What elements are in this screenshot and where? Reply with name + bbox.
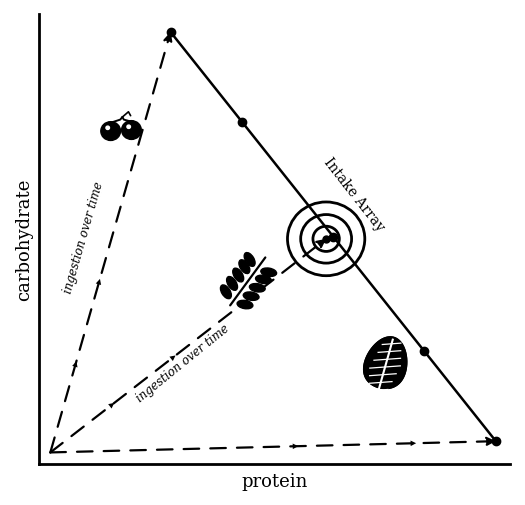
Ellipse shape [256,276,271,284]
Circle shape [106,127,110,130]
Circle shape [127,126,131,129]
Text: Intake Array: Intake Array [321,155,387,234]
Text: ingestion over time: ingestion over time [61,180,106,294]
Ellipse shape [243,292,259,301]
Ellipse shape [244,253,255,267]
Ellipse shape [239,260,250,274]
Ellipse shape [261,269,277,277]
Polygon shape [364,337,407,389]
Circle shape [122,121,141,140]
Circle shape [101,122,121,141]
Ellipse shape [249,284,265,292]
Ellipse shape [237,300,253,309]
X-axis label: protein: protein [241,472,308,490]
Y-axis label: carbohydrate: carbohydrate [15,178,33,300]
Ellipse shape [220,285,232,299]
Ellipse shape [227,277,237,291]
Text: ingestion over time: ingestion over time [133,321,232,404]
Ellipse shape [233,269,244,282]
